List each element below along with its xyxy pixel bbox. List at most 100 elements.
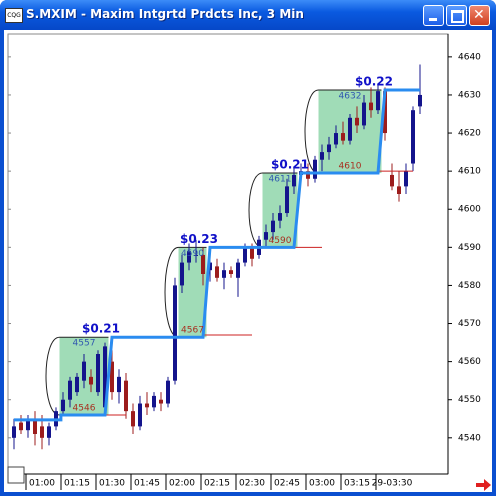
candle-body — [180, 262, 184, 286]
y-tick-label: 4640 — [458, 52, 481, 62]
candle-body — [159, 399, 163, 404]
candle-body — [47, 426, 51, 438]
candle-body — [320, 152, 324, 160]
candle-body — [19, 422, 23, 431]
zone-low: 4546 — [73, 403, 96, 413]
zone-low: 4590 — [269, 236, 292, 246]
candle-body — [166, 380, 170, 404]
y-tick-label: 4580 — [458, 281, 481, 291]
title-bar: CQG S.MXIM - Maxim Intgrtd Prdcts Inc, 3… — [0, 0, 496, 30]
zone-change: $0.21 — [271, 158, 309, 172]
zone-low: 4567 — [181, 326, 204, 336]
candle-body — [187, 251, 191, 263]
candle-body — [61, 399, 65, 412]
step-line — [14, 88, 420, 422]
candle-body — [285, 186, 289, 214]
candle-body — [306, 171, 310, 179]
zone-high: 4611 — [269, 175, 292, 185]
candle-body — [103, 346, 107, 408]
corner-box[interactable] — [7, 466, 25, 484]
candle-body — [110, 361, 114, 393]
zone-high: 4632 — [339, 92, 362, 102]
y-tick-label: 4630 — [458, 90, 481, 100]
candle-body — [334, 133, 338, 145]
candle-body — [411, 110, 415, 164]
candle-body — [355, 117, 359, 126]
zone-high: 4557 — [73, 339, 96, 349]
candle-body — [236, 262, 240, 278]
candle-body — [292, 174, 296, 187]
candle-body — [201, 254, 205, 274]
candle-body — [131, 411, 135, 427]
candle-body — [82, 361, 86, 381]
candle-body — [229, 270, 233, 274]
candle-body — [376, 91, 380, 111]
candle-body — [243, 247, 247, 263]
candle-body — [68, 380, 72, 400]
x-tick-label: 03:00 — [309, 479, 335, 489]
y-tick-label: 4560 — [458, 357, 481, 367]
candle-body — [341, 133, 345, 141]
maximize-button[interactable] — [446, 5, 467, 26]
x-tick-label: 01:15 — [64, 479, 90, 489]
x-tick-label: 02:45 — [274, 479, 300, 489]
zone-change: $0.23 — [180, 232, 218, 246]
candle-body — [117, 376, 121, 393]
candle-body — [348, 117, 352, 141]
zone-change: $0.21 — [82, 322, 120, 336]
candle-body — [152, 395, 156, 408]
candle-body — [138, 403, 142, 427]
candle-body — [26, 418, 30, 431]
candle-body — [404, 171, 408, 187]
x-tick-label: 02:15 — [204, 479, 230, 489]
y-tick-label: 4550 — [458, 395, 481, 405]
candle-body — [96, 354, 100, 393]
x-tick-label: 01:30 — [99, 479, 125, 489]
minimize-button[interactable] — [423, 5, 444, 26]
candle-body — [369, 102, 373, 111]
y-tick-label: 4610 — [458, 167, 481, 177]
candle-body — [145, 403, 149, 408]
x-tick-label: 01:45 — [134, 479, 160, 489]
candle-body — [215, 266, 219, 278]
zone-change: $0.22 — [355, 75, 393, 89]
candle-body — [390, 174, 394, 187]
candle-body — [397, 186, 401, 194]
zone-high: 4590 — [181, 249, 204, 259]
x-tick-label: 29-03:30 — [372, 479, 413, 489]
candle-body — [278, 213, 282, 221]
candle-body — [33, 418, 37, 434]
candle-body — [327, 144, 331, 153]
candle-body — [173, 285, 177, 381]
candle-body — [12, 426, 16, 438]
candle-body — [89, 376, 93, 385]
zone-bracket — [248, 172, 263, 248]
candle-body — [75, 376, 79, 393]
app-icon: CQG — [5, 8, 23, 23]
candle-body — [383, 91, 387, 134]
y-tick-label: 4540 — [458, 433, 481, 443]
candle-body — [124, 380, 128, 412]
candle-body — [40, 426, 44, 438]
candle-body — [264, 232, 268, 240]
y-tick-label: 4590 — [458, 243, 481, 253]
x-tick-label: 02:30 — [239, 479, 265, 489]
x-tick-label: 01:00 — [29, 479, 55, 489]
zone-bracket — [45, 336, 60, 416]
candle-body — [418, 94, 422, 107]
candle-body — [194, 254, 198, 256]
candle-body — [222, 270, 226, 278]
x-tick-label: 02:00 — [169, 479, 195, 489]
candle-body — [250, 247, 254, 259]
window-title: S.MXIM - Maxim Intgrtd Prdcts Inc, 3 Min — [26, 7, 304, 21]
y-tick-label: 4620 — [458, 129, 481, 139]
candle-body — [313, 159, 317, 179]
scroll-arrow[interactable] — [476, 479, 491, 491]
y-tick-label: 4570 — [458, 319, 481, 329]
close-button[interactable]: ✕ — [469, 5, 490, 26]
zone-low: 4610 — [339, 162, 362, 172]
candle-body — [271, 220, 275, 233]
x-tick-label: 03:15 — [344, 479, 370, 489]
y-tick-label: 4600 — [458, 205, 481, 215]
